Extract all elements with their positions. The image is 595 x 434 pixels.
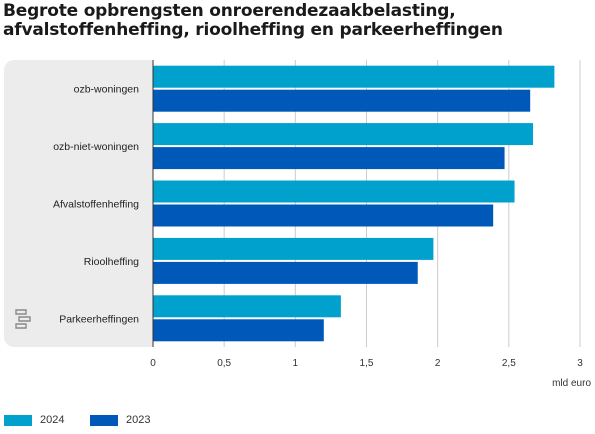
x-tick-label: 2,5	[502, 358, 516, 369]
x-tick-label: 1	[293, 358, 299, 369]
cbs-logo-icon	[13, 308, 33, 332]
category-label: Rioolheffing	[84, 256, 139, 268]
bar-chart: ozb-woningen ozb-niet-woningen Afvalstoffe…	[53, 60, 591, 389]
bar-2024	[153, 65, 555, 88]
legend-swatch-2024	[4, 414, 32, 426]
x-axis-ticks: 0 0,5 1 1,5 2 2,5 3	[150, 358, 583, 369]
x-tick-label: 0	[150, 358, 156, 369]
category-label-panel	[4, 60, 153, 347]
x-tick-label: 1,5	[360, 358, 374, 369]
legend-swatch-2023	[90, 414, 118, 426]
chart-title-line-2: afvalstoffenheffing, rioolheffing en par…	[3, 20, 503, 40]
bar-2024	[153, 237, 434, 260]
bar-2023	[153, 261, 418, 284]
bar-2023	[153, 147, 505, 170]
category-labels: ozb-woningen ozb-niet-woningen Afvalstoffe…	[53, 84, 139, 326]
category-label: Parkeerheffingen	[59, 313, 139, 325]
bar-2024	[153, 295, 341, 318]
x-tick-label: 2	[435, 358, 441, 369]
bar-2023	[153, 319, 324, 342]
bar-2024	[153, 123, 534, 146]
legend-label-2024: 2024	[40, 414, 65, 426]
x-tick-label: 3	[577, 358, 583, 369]
chart-title-line-1: Begrote opbrengsten onroerendezaakbelast…	[3, 1, 456, 21]
category-label: ozb-niet-woningen	[53, 141, 139, 153]
bars	[153, 65, 555, 342]
legend: 2024 2023	[0, 414, 595, 434]
legend-label-2023: 2023	[126, 414, 151, 426]
x-tick-label: 0,5	[217, 358, 231, 369]
x-axis-label: mld euro	[552, 378, 591, 389]
chart-title: Begrote opbrengsten onroerendezaakbelast…	[3, 2, 593, 40]
category-label: ozb-woningen	[74, 84, 140, 96]
category-label: Afvalstoffenheffing	[53, 199, 139, 211]
bar-2023	[153, 89, 531, 112]
bar-2024	[153, 180, 515, 203]
legend-item-2024: 2024	[4, 414, 64, 426]
bar-2023	[153, 204, 494, 227]
legend-item-2023: 2023	[90, 414, 150, 426]
